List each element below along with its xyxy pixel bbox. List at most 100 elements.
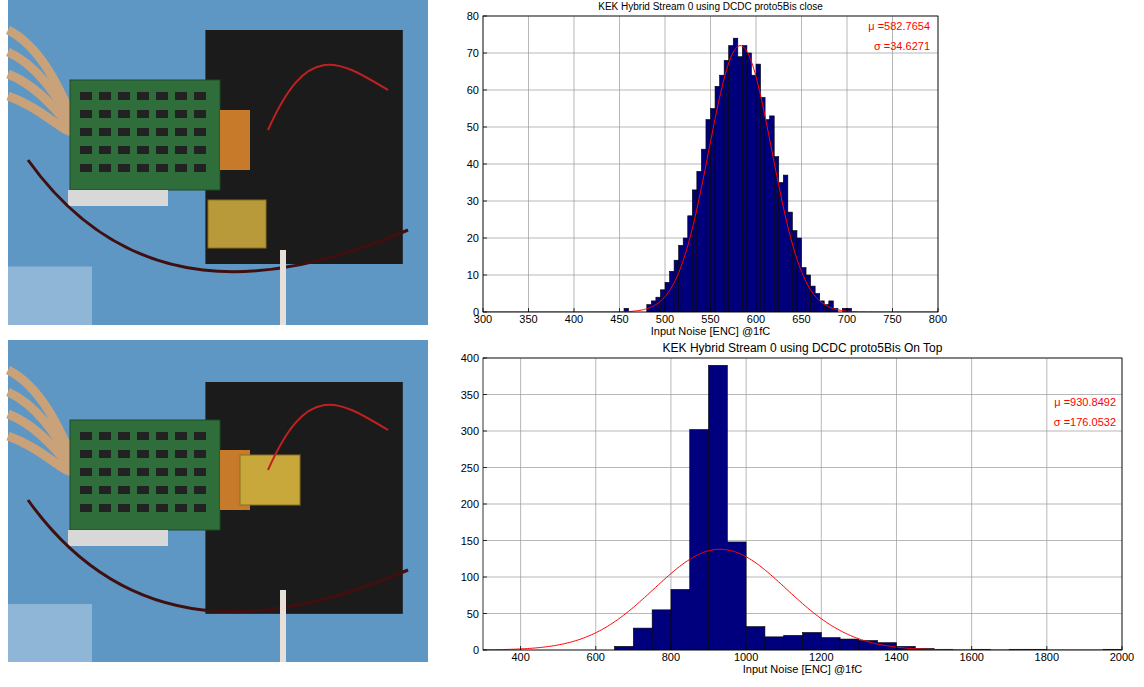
y-tick [483, 127, 487, 128]
chip [137, 486, 149, 494]
fit-annotation: μ =582.7654 [868, 20, 930, 32]
y-tick [483, 540, 487, 541]
x-tick-label: 600 [747, 313, 765, 325]
histogram-bar [692, 190, 697, 312]
x-axis-title: Input Noise [ENC] @1fC [651, 325, 770, 337]
photo-background [8, 340, 428, 662]
chip [156, 468, 168, 476]
y-tick-label: 50 [467, 121, 479, 133]
histogram-bar [742, 46, 747, 312]
histogram-bar [797, 238, 802, 312]
fit-annotation: σ =34.6271 [874, 40, 930, 52]
chip [118, 92, 130, 100]
y-tick [483, 613, 487, 614]
chip [80, 110, 92, 118]
histogram-bar [690, 430, 709, 650]
chip [99, 110, 111, 118]
histogram-bar [615, 646, 634, 650]
x-tick-label: 500 [656, 313, 674, 325]
histogram-bar [701, 149, 706, 312]
chip [175, 504, 187, 512]
histogram-bar [674, 260, 679, 312]
chip [137, 128, 149, 136]
fit-curve [483, 549, 1122, 650]
x-tick [938, 308, 939, 312]
chip [156, 450, 168, 458]
y-tick [483, 53, 487, 54]
chip [80, 92, 92, 100]
y-tick [483, 504, 487, 505]
chip [156, 128, 168, 136]
chip [194, 128, 206, 136]
chip [137, 450, 149, 458]
y-tick-label: 50 [467, 608, 479, 620]
y-tick-label: 350 [461, 389, 479, 401]
chip [194, 432, 206, 440]
x-tick [892, 308, 893, 312]
chip [80, 432, 92, 440]
chip [99, 450, 111, 458]
x-tick [665, 308, 666, 312]
chip [99, 146, 111, 154]
histogram-bar [829, 301, 834, 312]
histogram-bar [720, 75, 725, 312]
y-tick [483, 275, 487, 276]
chart-title: KEK Hybrid Stream 0 using DCDC proto5Bis… [598, 1, 823, 12]
y-tick [483, 238, 487, 239]
y-tick [483, 394, 487, 395]
x-tick-label: 1200 [809, 651, 833, 663]
x-tick [847, 308, 848, 312]
histogram-bar [715, 86, 720, 312]
histogram-bar [652, 610, 671, 650]
y-tick-label: 0 [473, 306, 479, 318]
histogram-bar [724, 60, 729, 312]
x-tick-label: 800 [929, 313, 947, 325]
histogram-bar [761, 97, 766, 312]
chip [118, 146, 130, 154]
chip [194, 164, 206, 172]
chip [99, 504, 111, 512]
wire [28, 500, 408, 612]
chip [80, 468, 92, 476]
histogram-bar [670, 271, 675, 312]
chip [156, 92, 168, 100]
photo-area [8, 604, 92, 662]
dcdc [208, 200, 266, 248]
y-tick-label: 10 [467, 269, 479, 281]
histogram-bar [792, 231, 797, 312]
histogram-bar [709, 365, 728, 650]
histogram-bar [679, 245, 684, 312]
y-tick-label: 100 [461, 571, 479, 583]
x-tick [896, 646, 897, 650]
y-tick-label: 70 [467, 47, 479, 59]
marks [483, 38, 938, 312]
chip [194, 486, 206, 494]
y-tick-label: 150 [461, 535, 479, 547]
x-tick [528, 308, 529, 312]
connector [68, 530, 168, 546]
x-tick [710, 308, 711, 312]
x-tick-label: 700 [838, 313, 856, 325]
photo [8, 0, 428, 325]
chart: 3003504004505005506006507007508000102030… [467, 1, 947, 337]
sensor [205, 382, 402, 614]
chip [175, 92, 187, 100]
chip [137, 92, 149, 100]
board [70, 420, 220, 530]
chip [137, 110, 149, 118]
chip [80, 164, 92, 172]
x-tick-label: 400 [565, 313, 583, 325]
dcdc [240, 455, 300, 505]
histogram-bar [665, 282, 670, 312]
chip [175, 146, 187, 154]
histogram-bar [821, 638, 840, 650]
sensor [205, 30, 402, 264]
x-tick-label: 2000 [1110, 651, 1134, 663]
x-tick-label: 650 [792, 313, 810, 325]
board [70, 80, 220, 190]
grid-line [483, 394, 1122, 395]
chip [156, 146, 168, 154]
x-tick-label: 450 [610, 313, 628, 325]
chip [99, 468, 111, 476]
chip [80, 146, 92, 154]
